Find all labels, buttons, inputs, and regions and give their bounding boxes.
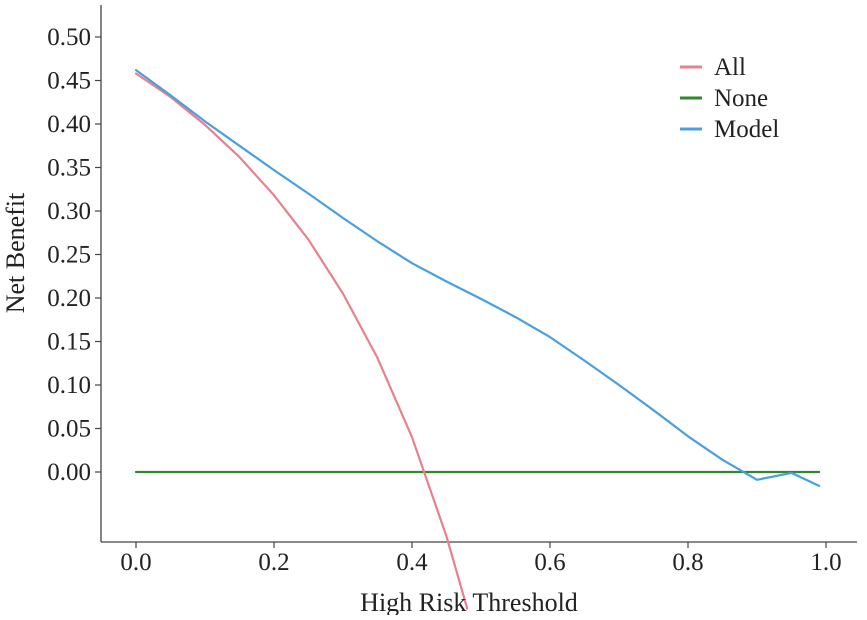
series-line-model — [134, 69, 821, 487]
legend-label-all: All — [714, 54, 746, 81]
legend-label-model: Model — [714, 116, 779, 143]
y-tick-label: 0.30 — [47, 198, 91, 225]
y-tick-label: 0.50 — [47, 24, 91, 51]
y-tick-label: 0.35 — [47, 155, 91, 182]
y-tick-label: 0.00 — [47, 459, 91, 486]
y-tick-label: 0.40 — [47, 111, 91, 138]
y-tick-label: 0.05 — [47, 416, 91, 443]
x-tick-label: 0.6 — [534, 549, 565, 576]
legend: All None Model — [680, 54, 779, 143]
x-tick-label: 0.2 — [258, 549, 289, 576]
y-tick-label: 0.10 — [47, 372, 91, 399]
legend-label-none: None — [714, 85, 768, 112]
x-axis-title: High Risk Threshold — [360, 588, 578, 615]
series-line-all — [134, 72, 469, 610]
y-axis-title: Net Benefit — [1, 192, 30, 313]
series-lines — [134, 69, 821, 610]
y-tick-label: 0.45 — [47, 68, 91, 95]
y-tick-label: 0.25 — [47, 242, 91, 269]
y-tick-label: 0.15 — [47, 329, 91, 356]
x-tick-label: 1.0 — [810, 549, 841, 576]
x-tick-label: 0.0 — [120, 549, 151, 576]
x-tick-label: 0.4 — [396, 549, 428, 576]
x-tick-label: 0.8 — [672, 549, 703, 576]
axes: 0.00 0.05 0.10 0.15 0.20 0.25 0.30 0.35 0.40 0.45… — [47, 5, 857, 576]
y-tick-label: 0.20 — [47, 285, 91, 312]
